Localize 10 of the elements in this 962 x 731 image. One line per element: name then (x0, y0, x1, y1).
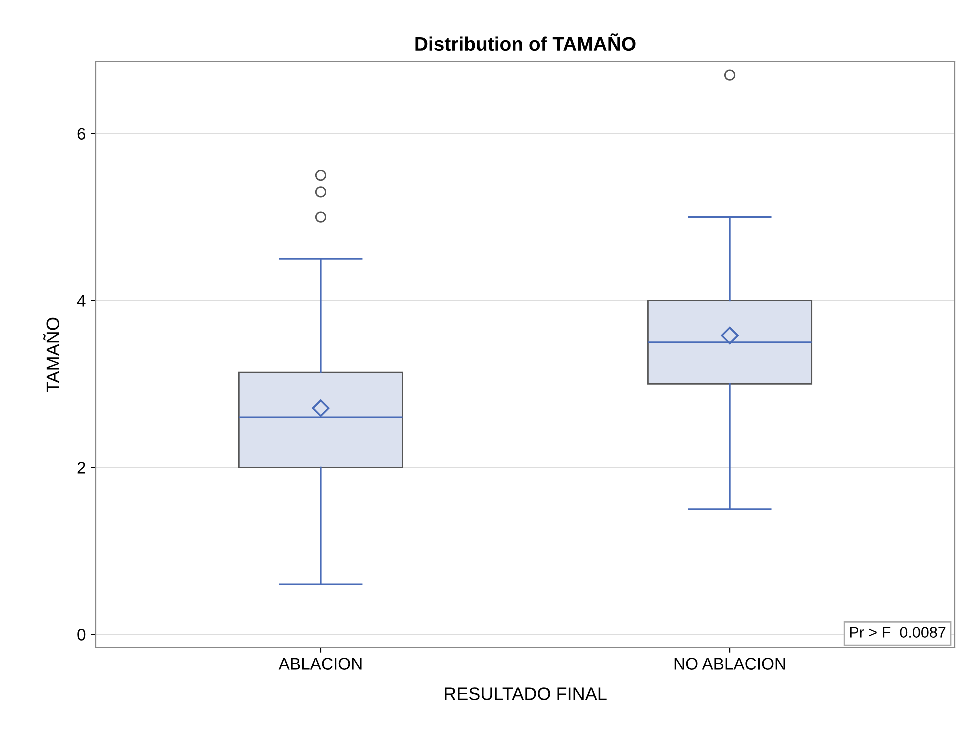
y-tick-label: 0 (78, 629, 86, 641)
y-tick-label: 6 (78, 128, 86, 140)
annotation: Pr > F 0.0087 (850, 627, 946, 638)
chart-title: Distribution of TAMAÑO (416, 34, 636, 52)
x-tick-label: NO ABLACION (674, 658, 786, 670)
x-axis-title: RESULTADO FINAL (445, 688, 607, 700)
y-axis-title: TAMAÑO (44, 318, 60, 393)
x-tick-label: ABLACION (278, 658, 362, 670)
y-tick-label: 4 (77, 295, 86, 307)
y-tick-label: 2 (78, 462, 86, 474)
